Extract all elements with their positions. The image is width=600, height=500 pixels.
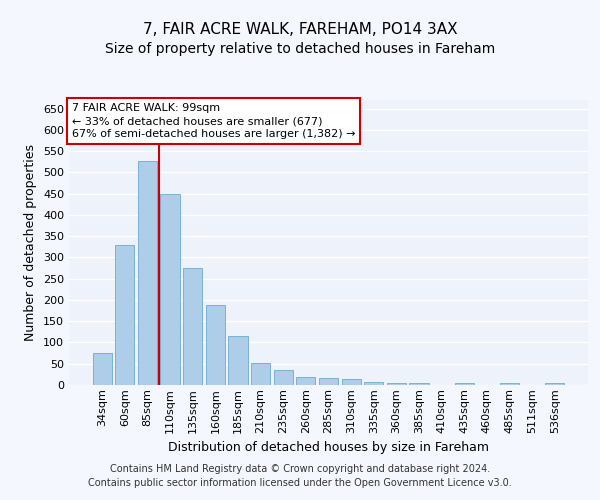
Bar xyxy=(206,306,225,385)
Text: 7 FAIR ACRE WALK: 99sqm
← 33% of detached houses are smaller (677)
67% of semi-d: 7 FAIR ACRE WALK: 99sqm ← 33% of detache… xyxy=(71,103,355,140)
Bar xyxy=(251,363,270,385)
Bar xyxy=(364,382,383,385)
Text: 7, FAIR ACRE WALK, FAREHAM, PO14 3AX: 7, FAIR ACRE WALK, FAREHAM, PO14 3AX xyxy=(143,22,457,38)
Bar xyxy=(455,383,474,385)
X-axis label: Distribution of detached houses by size in Fareham: Distribution of detached houses by size … xyxy=(168,441,489,454)
Bar xyxy=(296,378,316,385)
Bar xyxy=(545,383,565,385)
Bar xyxy=(409,383,428,385)
Bar xyxy=(274,370,293,385)
Text: Size of property relative to detached houses in Fareham: Size of property relative to detached ho… xyxy=(105,42,495,56)
Bar xyxy=(500,383,519,385)
Bar xyxy=(229,336,248,385)
Bar xyxy=(341,380,361,385)
Bar xyxy=(160,194,180,385)
Bar xyxy=(183,268,202,385)
Bar xyxy=(115,244,134,385)
Y-axis label: Number of detached properties: Number of detached properties xyxy=(25,144,37,341)
Text: Contains HM Land Registry data © Crown copyright and database right 2024.
Contai: Contains HM Land Registry data © Crown c… xyxy=(88,464,512,487)
Bar xyxy=(387,383,406,385)
Bar xyxy=(138,161,157,385)
Bar xyxy=(319,378,338,385)
Bar xyxy=(92,353,112,385)
